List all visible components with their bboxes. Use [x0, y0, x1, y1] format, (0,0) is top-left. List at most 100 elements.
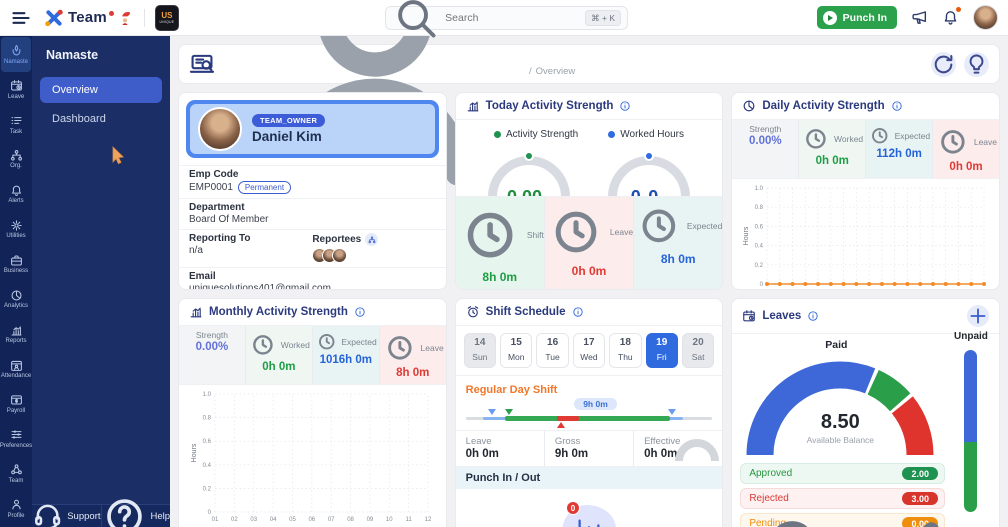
rail-item-attendance[interactable]: Attendance [1, 351, 31, 386]
support-button[interactable]: Support [32, 504, 101, 527]
logo-dot [108, 11, 114, 16]
legend-dot-worked [608, 131, 616, 138]
top-bar: Team US UNIQUE ⌘ + K Punch In [0, 0, 1008, 38]
plus-icon [967, 305, 989, 327]
svg-text:13: 13 [916, 289, 923, 290]
calendar-icon [742, 309, 756, 323]
reporting-to-label: Reporting To [189, 233, 251, 244]
notifications-icon[interactable] [942, 7, 961, 26]
org-badge-monogram: US [161, 10, 173, 20]
alarm-clock-icon [466, 305, 480, 319]
shift-schedule-title: Shift Schedule [485, 306, 566, 318]
day-chip-sun[interactable]: 14 Sun [463, 333, 497, 368]
user-avatar[interactable] [973, 5, 998, 30]
rail-item-org[interactable]: Org. [1, 142, 31, 177]
search-box[interactable]: ⌘ + K [385, 0, 628, 38]
today-activity-card: Today Activity Strength Activity Strengt… [454, 92, 724, 290]
svg-text:11: 11 [891, 289, 898, 290]
rail-item-analytics[interactable]: Analytics [1, 281, 31, 316]
breadcrumb-current[interactable]: Overview [535, 66, 576, 77]
shift-name: Regular Day Shift [465, 384, 558, 396]
daily-activity-chart: 0 0.2 0.4 0.6 0.8 1.0 01 02 03 04 05 06 07 08 09 10 11 12… [743, 186, 988, 290]
rail-item-alerts[interactable]: Alerts [1, 177, 31, 212]
info-icon[interactable] [807, 310, 819, 322]
rail-item-preferences[interactable]: Preferences [0, 421, 32, 456]
app-logo[interactable]: Team [44, 8, 134, 28]
add-leave-button[interactable] [966, 305, 989, 327]
department-label: Department [189, 202, 245, 213]
rail-item-leave[interactable]: Leave [1, 72, 31, 107]
rail-item-team[interactable]: Team [1, 456, 31, 491]
emp-code-row: Emp Code EMP0001 Permanent [179, 165, 446, 198]
tips-button[interactable] [964, 51, 989, 77]
svg-text:15: 15 [942, 289, 949, 290]
rail-item-profile[interactable]: Profile [1, 491, 31, 526]
clock-icon [634, 201, 684, 251]
svg-text:0.6: 0.6 [754, 224, 763, 230]
hierarchy-icon[interactable] [365, 233, 379, 246]
unique-solutions-badge[interactable]: US UNIQUE [154, 4, 179, 31]
rail-item-namaste[interactable]: Namaste [1, 37, 31, 72]
leaves-card: Leaves Paid 8.50 Available Balance Appro… [731, 298, 1000, 527]
punch-in-button[interactable]: Punch In [816, 6, 897, 29]
profile-header[interactable]: TEAM_OWNER Daniel Kim [186, 100, 439, 158]
info-icon[interactable] [619, 100, 631, 112]
monthly-stat-leave: Leave 8h 0m [378, 326, 446, 384]
rail-item-utilities[interactable]: Utilities [1, 212, 31, 247]
unpaid-label: Unpaid [954, 331, 988, 342]
shift-stat-leave: Leave 0h 0m [465, 436, 499, 460]
department-value: Board Of Member [189, 214, 269, 225]
rail-item-business[interactable]: Business [1, 247, 31, 282]
svg-text:02: 02 [231, 517, 238, 523]
empty-chart-illustration: 0 [561, 501, 616, 527]
svg-text:01: 01 [763, 289, 770, 290]
shift-timeline: 9h 0m [465, 396, 713, 430]
rail-item-label: Attendance [0, 373, 32, 379]
sidebar-footer: Support Help [32, 498, 170, 527]
rail-item-payroll[interactable]: Payroll [1, 386, 31, 421]
info-icon[interactable] [354, 306, 366, 318]
clock-icon [935, 124, 971, 160]
day-chip-mon[interactable]: 15 Mon [500, 333, 533, 368]
day-chip-sat[interactable]: 20 Sat [681, 333, 715, 368]
rail-item-task[interactable]: Task [1, 107, 31, 142]
day-chip-tue[interactable]: 16 Tue [536, 333, 569, 368]
rail-item-label: Profile [7, 512, 25, 519]
clock-icon [456, 201, 524, 269]
dashboard-search-icon [189, 51, 215, 77]
icon-rail: Namaste Leave Task Org. Alerts Utilities Busin… [0, 36, 32, 527]
sidebar-item-dashboard[interactable]: Dashboard [52, 113, 106, 125]
clock-icon [248, 330, 278, 360]
bar-chart-icon [189, 305, 203, 319]
info-icon[interactable] [891, 100, 903, 112]
refresh-button[interactable] [931, 51, 956, 77]
sidebar-item-overview[interactable]: Overview [40, 77, 162, 103]
help-button[interactable]: Help [100, 498, 170, 527]
search-icon [392, 0, 440, 42]
profile-name: Daniel Kim [252, 129, 322, 144]
rail-item-label: Task [9, 128, 23, 135]
reportee-avatars[interactable] [312, 248, 435, 263]
today-stat-leave: Leave 0h 0m [543, 196, 634, 289]
svg-text:1.0: 1.0 [754, 186, 763, 192]
leaves-row-approved[interactable]: Approved 2.00 [740, 463, 945, 484]
svg-text:07: 07 [840, 289, 847, 290]
logo-text: Team [68, 9, 107, 26]
svg-text:14: 14 [929, 289, 936, 290]
info-icon[interactable] [572, 306, 584, 318]
kebab-menu-icon[interactable] [871, 505, 991, 527]
day-chip-thu[interactable]: 18 Thu [609, 333, 642, 368]
today-activity-title: Today Activity Strength [485, 100, 614, 112]
day-chip-wed[interactable]: 17 Wed [572, 333, 606, 368]
leaves-row-rejected[interactable]: Rejected 3.00 [740, 488, 945, 509]
announcements-icon[interactable] [911, 9, 928, 26]
profile-avatar [198, 107, 242, 151]
paid-label: Paid [825, 339, 848, 351]
greeting-card: Hi, Good Afternoon Daniel / Overview [178, 36, 1000, 185]
hamburger-menu-icon[interactable] [10, 7, 32, 29]
search-input[interactable] [445, 12, 581, 24]
svg-text:Hours: Hours [743, 226, 750, 245]
rail-item-reports[interactable]: Reports [1, 316, 31, 351]
day-chip-fri[interactable]: 19 Fri [645, 333, 678, 368]
rail-item-label: Reports [5, 338, 27, 345]
